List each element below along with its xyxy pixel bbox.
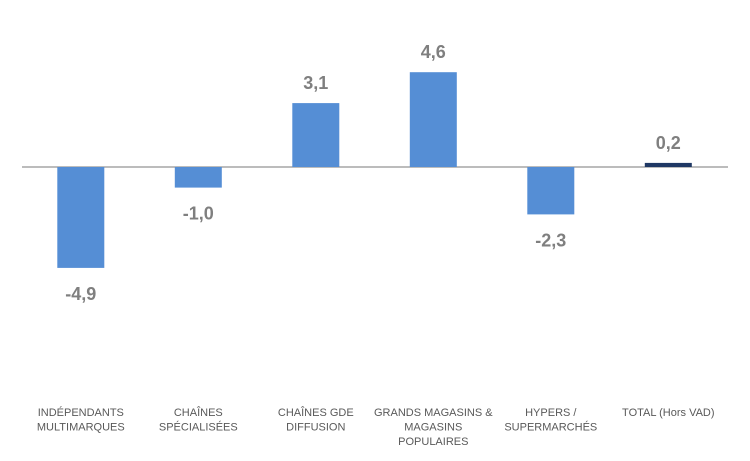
value-label-5: -2,3: [535, 230, 566, 250]
category-label-5: HYPERS / SUPERMARCHÉS: [504, 407, 597, 434]
category-label-line: TOTAL (Hors VAD): [622, 407, 715, 419]
category-label-line: CHAÎNES: [174, 406, 223, 419]
category-label-4: GRANDS MAGASINS & MAGASINS POPULAIRES: [374, 407, 493, 448]
category-label-line: CHAÎNES GDE: [278, 406, 354, 419]
category-label-line: SPÉCIALISÉES: [159, 421, 238, 434]
bar-4: [409, 72, 457, 167]
value-label-3: 3,1: [303, 73, 328, 93]
value-label-2: -1,0: [183, 204, 214, 224]
category-label-1: INDÉPENDANTS MULTIMARQUES: [37, 406, 125, 434]
category-label-line: DIFFUSION: [286, 422, 345, 434]
value-labels-group: -4,9 -1,0 3,1 4,6 -2,3 0,2: [65, 42, 681, 304]
bars-group: [57, 72, 692, 268]
category-label-3: CHAÎNES GDE DIFFUSION: [278, 406, 354, 434]
category-label-line: POPULAIRES: [398, 436, 468, 448]
category-labels-group: INDÉPENDANTS MULTIMARQUES CHAÎNES SPÉCIALIS…: [37, 406, 715, 448]
value-label-1: -4,9: [65, 284, 96, 304]
bar-5: [527, 167, 575, 215]
category-label-line: MULTIMARQUES: [37, 422, 125, 434]
category-label-line: SUPERMARCHÉS: [504, 421, 597, 434]
bar-2: [174, 167, 222, 188]
category-label-line: HYPERS /: [525, 407, 577, 419]
bar-3: [292, 103, 340, 167]
bar-6: [644, 162, 692, 167]
value-label-6: 0,2: [656, 133, 681, 153]
category-label-line: MAGASINS: [404, 422, 462, 434]
category-label-line: GRANDS MAGASINS &: [374, 407, 493, 419]
category-label-6: TOTAL (Hors VAD): [622, 407, 715, 419]
value-label-4: 4,6: [421, 42, 446, 62]
bar-1: [57, 167, 105, 268]
category-label-line: INDÉPENDANTS: [38, 406, 124, 419]
category-label-2: CHAÎNES SPÉCIALISÉES: [159, 406, 238, 434]
